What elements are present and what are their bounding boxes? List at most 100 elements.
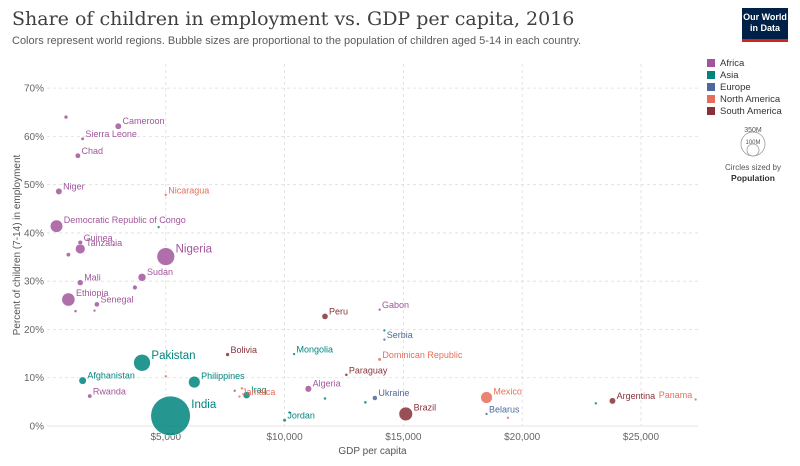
point-pakistan <box>133 354 151 372</box>
point-label-serbia: Serbia <box>387 330 413 340</box>
point-label-tanzania: Tanzania <box>86 238 122 248</box>
legend-item-africa[interactable]: Africa <box>707 57 782 69</box>
chart-title: Share of children in employment vs. GDP … <box>12 8 575 30</box>
legend-item-europe[interactable]: Europe <box>707 81 782 93</box>
point-unlabeled <box>65 252 71 258</box>
point-unlabeled <box>92 308 97 313</box>
point-india <box>150 395 191 436</box>
point-sudan <box>137 273 147 282</box>
point-rwanda <box>87 393 93 399</box>
size-legend-caption: Circles sized by Population <box>718 163 788 184</box>
legend-item-asia[interactable]: Asia <box>707 69 782 81</box>
point-label-dominican-republic: Dominican Republic <box>382 350 463 360</box>
point-label-cameroon: Cameroon <box>122 116 164 126</box>
point-label-sudan: Sudan <box>147 267 173 277</box>
point-label-chad: Chad <box>82 146 104 156</box>
owid-logo[interactable]: Our World in Data <box>742 8 788 42</box>
point-unlabeled <box>240 386 244 391</box>
y-tick-label: 10% <box>24 373 44 384</box>
x-tick-label: $10,000 <box>267 432 304 443</box>
point-unlabeled <box>506 416 510 420</box>
point-belarus <box>484 412 489 416</box>
point-gabon <box>377 308 382 312</box>
point-label-afghanistan: Afghanistan <box>87 370 135 380</box>
point-label-ethiopia: Ethiopia <box>76 288 109 298</box>
size-caption-line2: Population <box>731 173 775 183</box>
point-label-belarus: Belarus <box>489 404 520 414</box>
point-label-paraguay: Paraguay <box>349 365 388 375</box>
point-label-ukraine: Ukraine <box>378 388 409 398</box>
legend-swatch-europe <box>707 83 715 91</box>
y-tick-label: 40% <box>24 228 44 239</box>
point-sierra-leone <box>80 136 85 141</box>
logo-line2: in Data <box>749 23 780 33</box>
point-ethiopia <box>61 292 76 307</box>
region-legend: Africa Asia Europe North America South A… <box>707 57 782 117</box>
size-label-small: 100M <box>745 140 760 146</box>
point-unlabeled <box>363 400 368 405</box>
point-afghanistan <box>78 376 87 385</box>
point-label-panama: Panama <box>659 390 693 400</box>
point-label-nicaragua: Nicaragua <box>168 185 209 195</box>
point-panama <box>693 397 698 402</box>
point-label-mongolia: Mongolia <box>296 345 333 355</box>
point-label-niger: Niger <box>63 181 85 191</box>
point-unlabeled <box>111 243 116 247</box>
chart-subtitle: Colors represent world regions. Bubble s… <box>12 35 582 47</box>
point-label-democratic-republic-of-congo: Democratic Republic of Congo <box>64 215 186 225</box>
logo-line1: Our World <box>743 12 787 22</box>
point-mali <box>77 279 84 286</box>
legend-item-south-america[interactable]: South America <box>707 105 782 117</box>
point-label-philippines: Philippines <box>201 371 245 381</box>
point-unlabeled <box>323 396 327 401</box>
x-tick-label: $5,000 <box>150 432 181 443</box>
logo-bar <box>742 39 788 42</box>
y-tick-label: 0% <box>30 422 45 433</box>
point-mongolia <box>292 352 296 356</box>
point-label-jordan: Jordan <box>287 411 315 421</box>
point-label-mali: Mali <box>84 273 101 283</box>
size-circle-small <box>746 143 760 157</box>
y-tick-label: 60% <box>24 132 44 143</box>
point-unlabeled <box>73 309 78 313</box>
size-legend-circles: 350M 100M <box>740 127 766 157</box>
legend-swatch-south-america <box>707 107 715 115</box>
point-nigeria <box>156 247 175 266</box>
point-label-rwanda: Rwanda <box>93 386 126 396</box>
point-unlabeled <box>63 114 69 120</box>
legend-label-africa: Africa <box>720 57 745 69</box>
point-philippines <box>188 375 201 389</box>
legend-label-north-america: North America <box>720 93 781 105</box>
point-serbia <box>382 337 387 342</box>
point-niger <box>55 187 63 195</box>
point-jamaica <box>237 394 242 399</box>
point-label-peru: Peru <box>329 306 348 316</box>
x-tick-label: $20,000 <box>504 432 541 443</box>
size-caption-line1: Circles sized by <box>724 163 781 172</box>
legend-swatch-asia <box>707 71 715 79</box>
y-axis-title: Percent of children (7-14) in employment <box>12 154 23 335</box>
point-mexico <box>480 391 493 404</box>
point-brazil <box>398 406 413 422</box>
point-label-bolivia: Bolivia <box>231 345 258 355</box>
x-tick-label: $25,000 <box>623 432 660 443</box>
y-tick-label: 30% <box>24 277 44 288</box>
legend-item-north-america[interactable]: North America <box>707 93 782 105</box>
point-unlabeled <box>287 410 291 415</box>
point-guinea <box>77 239 83 246</box>
point-label-nigeria: Nigeria <box>176 243 213 255</box>
point-label-iraq: Iraq <box>251 385 267 395</box>
point-label-argentina: Argentina <box>617 391 656 401</box>
point-label-gabon: Gabon <box>382 300 409 310</box>
x-axis-title: GDP per capita <box>338 446 407 457</box>
y-tick-label: 70% <box>24 84 44 95</box>
point-iraq <box>242 391 251 399</box>
legend-label-south-america: South America <box>720 105 782 117</box>
point-unlabeled <box>157 225 161 229</box>
point-unlabeled <box>594 401 598 405</box>
point-argentina <box>609 397 616 405</box>
point-tanzania <box>75 243 86 254</box>
size-label-large: 350M <box>744 127 762 134</box>
point-cameroon <box>114 122 122 130</box>
